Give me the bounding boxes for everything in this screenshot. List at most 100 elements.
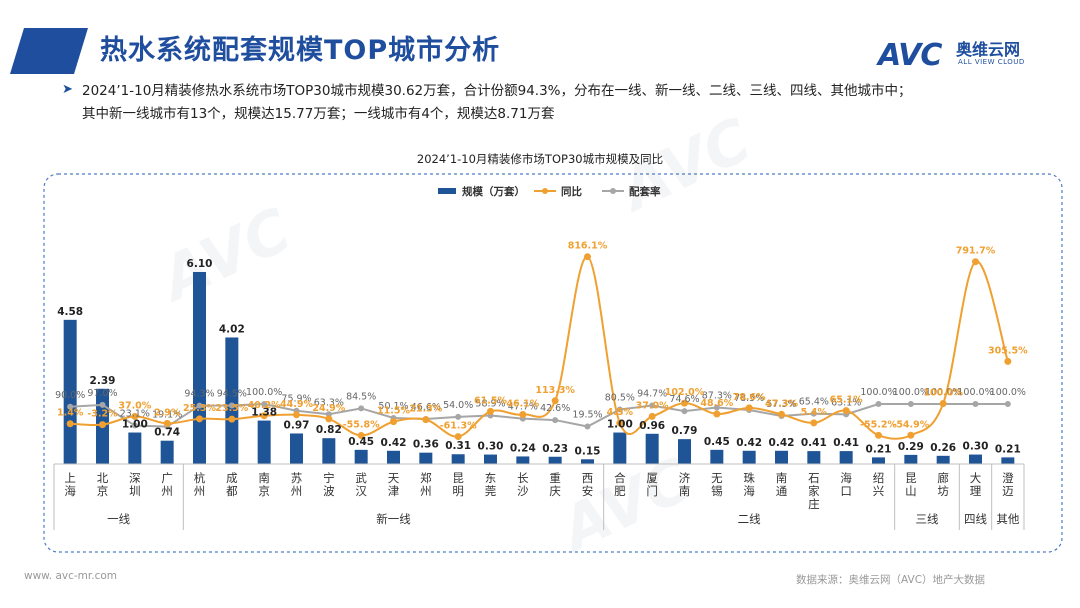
yoy-value-label: 48.6% — [700, 398, 733, 409]
rate-value-label: 58.9% — [475, 399, 505, 410]
category-label: 州 — [420, 484, 432, 498]
category-label: 京 — [97, 484, 109, 498]
page-title: 热水系统配套规模TOP城市分析 — [100, 35, 501, 66]
bar-value-label: 0.42 — [769, 437, 795, 449]
yoy-value-label: 25.3% — [183, 403, 216, 414]
yoy-point — [487, 407, 494, 415]
bar — [710, 449, 724, 464]
bar — [839, 451, 853, 464]
yoy-point — [584, 253, 591, 261]
yoy-point — [713, 410, 721, 418]
bar-value-label: 0.31 — [445, 440, 471, 452]
bar-value-label: 0.21 — [995, 443, 1021, 455]
axis-layer: 上海北京深圳广州杭州成都南京苏州宁波武汉天津郑州昆明东莞长沙重庆西安合肥厦门济南… — [53, 463, 1025, 530]
bar — [354, 449, 368, 464]
rate-point — [455, 413, 462, 420]
bar-value-label: 0.36 — [413, 439, 439, 451]
category-label: 石 — [808, 471, 820, 485]
category-label: 口 — [840, 484, 852, 498]
bar — [645, 433, 659, 464]
rate-value-label: 63.1% — [831, 397, 861, 408]
rate-point — [261, 401, 268, 407]
rate-point — [713, 404, 720, 411]
yoy-value-label: 23.5% — [215, 403, 248, 414]
rate-value-label: 23.1% — [120, 409, 150, 420]
bar — [581, 459, 594, 464]
bar-value-label: 6.10 — [187, 258, 213, 270]
group-label: 新一线 — [376, 512, 411, 526]
rate-value-label: 50.1% — [378, 401, 408, 412]
category-label: 宁 — [323, 471, 335, 485]
group-label: 四线 — [964, 512, 987, 526]
bar-value-label: 0.41 — [833, 437, 859, 449]
rate-point — [67, 403, 74, 410]
category-label: 海 — [840, 471, 852, 485]
yoy-value-label: 2.9% — [154, 407, 181, 418]
yoy-point — [293, 411, 300, 419]
category-label: 津 — [388, 484, 400, 498]
rate-point — [99, 401, 106, 408]
bar-value-label: 0.42 — [736, 437, 762, 449]
category-label: 合 — [614, 471, 626, 485]
yoy-point — [842, 407, 850, 415]
title-decoration-icon — [10, 28, 88, 74]
category-label: 安 — [582, 484, 594, 498]
category-label: 庄 — [808, 497, 820, 511]
rate-value-label: 57.3% — [766, 399, 796, 410]
bar-value-label: 0.45 — [348, 436, 374, 448]
yoy-point — [228, 415, 236, 423]
rate-value-label: 94.3% — [184, 389, 214, 400]
summary-line-2: 其中新一线城市有13个，规模达15.77万套；一线城市有4个，规模达8.71万套 — [82, 106, 555, 122]
rate-value-label: 80.5% — [605, 392, 635, 403]
bar-value-label: 0.15 — [575, 445, 601, 457]
category-label: 锡 — [711, 484, 723, 498]
rate-point — [681, 408, 688, 415]
category-label: 海 — [743, 484, 755, 498]
category-label: 兴 — [873, 484, 885, 498]
chart-frame — [43, 173, 1063, 553]
yoy-value-label: 102.0% — [665, 387, 705, 398]
yoy-value-label: 65.1% — [830, 395, 863, 406]
rate-value-label: 46.6% — [411, 402, 441, 413]
category-label: 深 — [129, 471, 141, 485]
bar — [484, 454, 497, 464]
yoy-point — [66, 420, 74, 428]
yoy-point — [616, 419, 624, 427]
category-label: 重 — [549, 471, 561, 485]
yoy-value-label: 5.4% — [801, 407, 828, 418]
category-label: 坊 — [937, 484, 949, 498]
rate-value-label: 65.4% — [799, 397, 829, 408]
summary-line-1: 2024’1-10月精装修热水系统市场TOP30城市规模30.62万套，合计份额… — [82, 83, 912, 99]
category-label: 通 — [776, 484, 788, 498]
rate-value-label: 100.0% — [860, 387, 896, 398]
bar — [969, 454, 982, 464]
bar — [775, 450, 788, 464]
yoy-point — [875, 431, 882, 439]
yoy-point — [519, 411, 527, 419]
rate-value-label: 100.0% — [990, 387, 1026, 398]
bar-value-label: 0.82 — [316, 424, 342, 436]
bar — [613, 432, 627, 464]
yoy-value-label: 100.0% — [923, 388, 963, 399]
category-label: 京 — [258, 484, 270, 498]
group-label: 三线 — [916, 512, 939, 526]
bar-value-label: 0.29 — [898, 441, 924, 453]
category-label: 廊 — [937, 471, 949, 485]
category-label: 州 — [161, 484, 173, 498]
category-label: 济 — [679, 471, 691, 485]
category-label: 都 — [226, 484, 238, 498]
category-label: 南 — [258, 471, 270, 485]
bar-value-label: 0.97 — [284, 419, 310, 431]
yoy-value-label: 816.1% — [568, 241, 608, 252]
category-label: 庆 — [549, 484, 561, 498]
rate-point — [358, 405, 365, 412]
bar-value-label: 0.96 — [639, 420, 665, 432]
bar — [872, 457, 885, 464]
bar-value-label: 0.26 — [930, 442, 956, 454]
yoy-point — [810, 419, 818, 427]
bar — [63, 319, 77, 464]
bar-value-label: 1.00 — [122, 419, 148, 431]
yoy-point — [551, 397, 559, 405]
category-label: 东 — [485, 471, 497, 485]
yoy-point — [745, 404, 753, 412]
